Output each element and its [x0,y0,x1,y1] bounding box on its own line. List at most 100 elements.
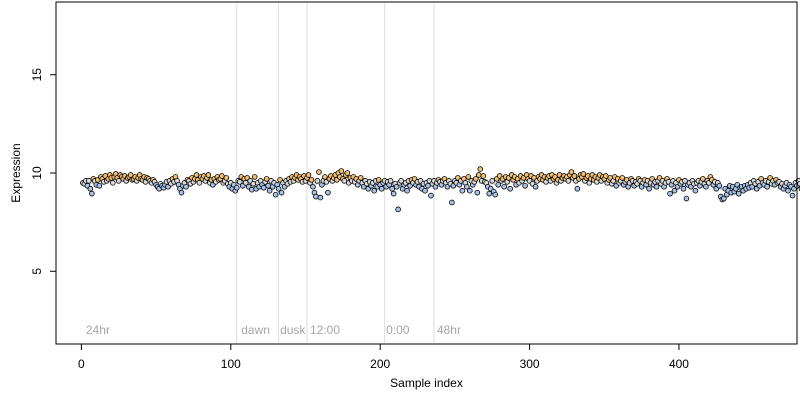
data-point [475,172,482,178]
data-point [532,183,539,190]
data-point [89,190,95,197]
data-point [393,183,400,190]
data-point [263,176,270,182]
data-point [653,183,660,190]
data-point [571,173,578,179]
data-points [80,166,800,213]
data-point [486,190,493,197]
data-point [785,187,791,194]
data-point [568,169,575,175]
annotation-label: 48hr [437,323,461,337]
data-point [489,178,496,184]
data-point [338,168,345,174]
data-point [183,183,189,190]
annotation-label: 0:00 [386,323,410,337]
data-point [480,173,487,179]
data-point [308,177,315,183]
data-point [266,187,273,194]
y-tick-label: 10 [30,166,44,180]
data-point [495,181,502,188]
data-point [703,183,709,190]
trend-segment [683,184,686,187]
data-point [344,170,351,176]
data-point [313,193,319,200]
data-point [428,192,434,199]
data-point [692,187,699,194]
data-point [219,173,225,179]
data-point [602,173,609,179]
axes: 0 100 200 300 400 5 10 15 Sample index Express… [9,1,798,390]
annotation-label: dawn [241,323,270,337]
data-point [501,183,507,190]
data-point [278,189,285,196]
data-point [682,178,688,184]
x-tick-label: 200 [370,357,390,371]
data-point [398,178,404,184]
data-point [305,172,312,178]
annotation-label: 24hr [86,323,110,337]
x-axis-ticks: 0 100 200 300 400 [78,344,689,371]
segment-annotations: 24hr dawn dusk 12:00 0:00 48hr [86,323,461,337]
x-axis-label: Sample index [390,376,463,390]
annotation-label: 12:00 [310,323,340,337]
data-point [449,199,455,206]
data-point [474,189,481,196]
data-point [242,180,249,186]
plot-frame [55,1,798,345]
x-tick-label: 100 [221,357,241,371]
data-point [716,182,723,189]
data-point [272,191,279,198]
x-tick-label: 0 [78,357,85,371]
data-point [667,190,673,197]
data-point [467,187,473,194]
data-point [465,174,472,180]
data-point [507,185,513,192]
y-axis-label: Expression [9,143,23,202]
x-tick-label: 400 [669,357,689,371]
data-point [464,183,470,190]
data-point [390,190,397,197]
data-point [473,176,479,182]
data-point [671,187,678,194]
data-point [680,185,687,192]
data-point [96,182,103,189]
data-point [371,187,378,194]
data-point [250,181,257,187]
y-tick-label: 5 [30,268,44,275]
data-point [322,174,328,180]
data-point [764,183,770,190]
annotation-label: dusk [280,323,306,337]
data-point [574,185,581,192]
data-point [720,195,727,202]
data-point [580,171,587,177]
data-point [425,182,431,189]
data-point [223,175,230,181]
data-point [492,191,499,198]
data-point [205,172,212,178]
x-tick-label: 300 [520,357,540,371]
data-point [700,176,706,182]
data-point [316,169,322,175]
data-point [127,172,134,178]
data-point [236,179,243,185]
data-point [683,195,690,202]
data-point [260,184,267,191]
data-point [459,187,466,194]
data-point [404,187,410,194]
trend-segment [720,187,723,191]
data-point [325,189,331,196]
data-point [196,180,203,186]
data-point [317,194,324,201]
data-point [193,172,200,178]
y-tick-label: 15 [30,68,44,82]
data-point [248,186,255,193]
data-point [619,175,626,181]
data-point [387,178,394,184]
data-point [341,178,348,184]
y-axis-ticks: 5 10 15 [30,68,56,275]
data-point [86,178,92,184]
data-point [395,206,401,213]
data-point [251,174,258,180]
data-point [275,185,282,192]
data-point [789,192,796,199]
